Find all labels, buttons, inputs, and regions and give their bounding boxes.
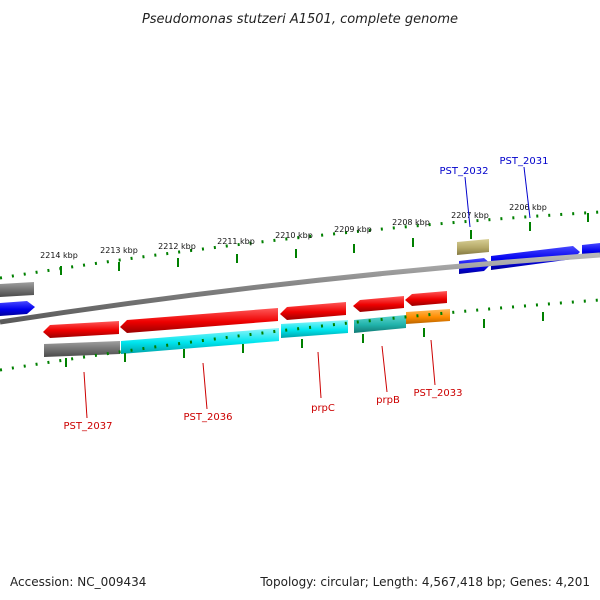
leader-line-prpc xyxy=(317,351,322,399)
feature-bar-pst2036[interactable] xyxy=(121,328,279,354)
feature-bar-prpc[interactable] xyxy=(281,320,348,338)
tick-label-2207: 2207 kbp xyxy=(451,211,489,220)
tick-label-2206: 2206 kbp xyxy=(509,203,547,212)
reverse-gene-labels: PST_2037 PST_2036 prpC prpB PST_2033 xyxy=(64,339,463,432)
feature-bar-pst2037[interactable] xyxy=(44,341,120,357)
gene-arrow-prpc[interactable] xyxy=(280,302,346,320)
gene-label-pst2037[interactable]: PST_2037 xyxy=(64,421,113,432)
forward-strand-features xyxy=(0,239,600,316)
accession-text: Accession: NC_009434 xyxy=(10,575,146,589)
lower-tick-ring xyxy=(0,298,600,372)
tick-label-2210: 2210 kbp xyxy=(275,231,313,240)
genome-summary-text: Topology: circular; Length: 4,567,418 bp… xyxy=(259,575,590,589)
gene-label-prpb[interactable]: prpB xyxy=(376,395,400,406)
leader-line-pst2031 xyxy=(523,166,531,219)
gene-arrow-pst2033[interactable] xyxy=(405,291,447,306)
gene-label-pst2032[interactable]: PST_2032 xyxy=(440,166,489,177)
reverse-strand-features xyxy=(43,291,450,357)
forward-gene-labels: PST_2032 PST_2031 xyxy=(440,156,549,228)
feature-bar-prpb[interactable] xyxy=(354,315,406,333)
upper-tick-ring: 2214 kbp 2213 kbp 2212 kbp 2211 kbp 2210… xyxy=(0,203,600,280)
leader-line-pst2033 xyxy=(430,339,436,386)
leader-line-pst2037 xyxy=(83,371,88,419)
genome-title: Pseudomonas stutzeri A1501, complete gen… xyxy=(142,12,458,27)
tick-label-2212: 2212 kbp xyxy=(158,242,196,251)
genome-backbone xyxy=(0,252,600,325)
gene-label-pst2033[interactable]: PST_2033 xyxy=(414,388,463,399)
gene-label-pst2036[interactable]: PST_2036 xyxy=(184,412,233,423)
leader-line-prpb xyxy=(381,345,388,393)
gene-label-pst2031[interactable]: PST_2031 xyxy=(500,156,549,167)
tick-label-2209: 2209 kbp xyxy=(334,225,372,234)
gene-arrow-pst2037[interactable] xyxy=(43,321,119,338)
gene-arrow-forward-left[interactable] xyxy=(0,301,35,316)
tick-label-2211: 2211 kbp xyxy=(217,237,255,246)
gene-label-prpc[interactable]: prpC xyxy=(311,403,335,414)
tick-label-2214: 2214 kbp xyxy=(40,251,78,260)
leader-line-pst2032 xyxy=(464,176,471,228)
gene-feature-khaki-pst2032[interactable] xyxy=(457,239,489,255)
upper-dotted-ring xyxy=(0,210,600,280)
gene-arrow-pst2036[interactable] xyxy=(120,308,278,333)
tick-label-2208: 2208 kbp xyxy=(392,218,430,227)
lower-dotted-ring xyxy=(0,298,600,372)
tick-label-2213: 2213 kbp xyxy=(100,246,138,255)
gene-feature-grey-left[interactable] xyxy=(0,282,34,297)
leader-line-pst2036 xyxy=(202,362,208,410)
feature-bar-pst2033[interactable] xyxy=(406,309,450,324)
gene-arrow-prpb[interactable] xyxy=(353,296,404,312)
